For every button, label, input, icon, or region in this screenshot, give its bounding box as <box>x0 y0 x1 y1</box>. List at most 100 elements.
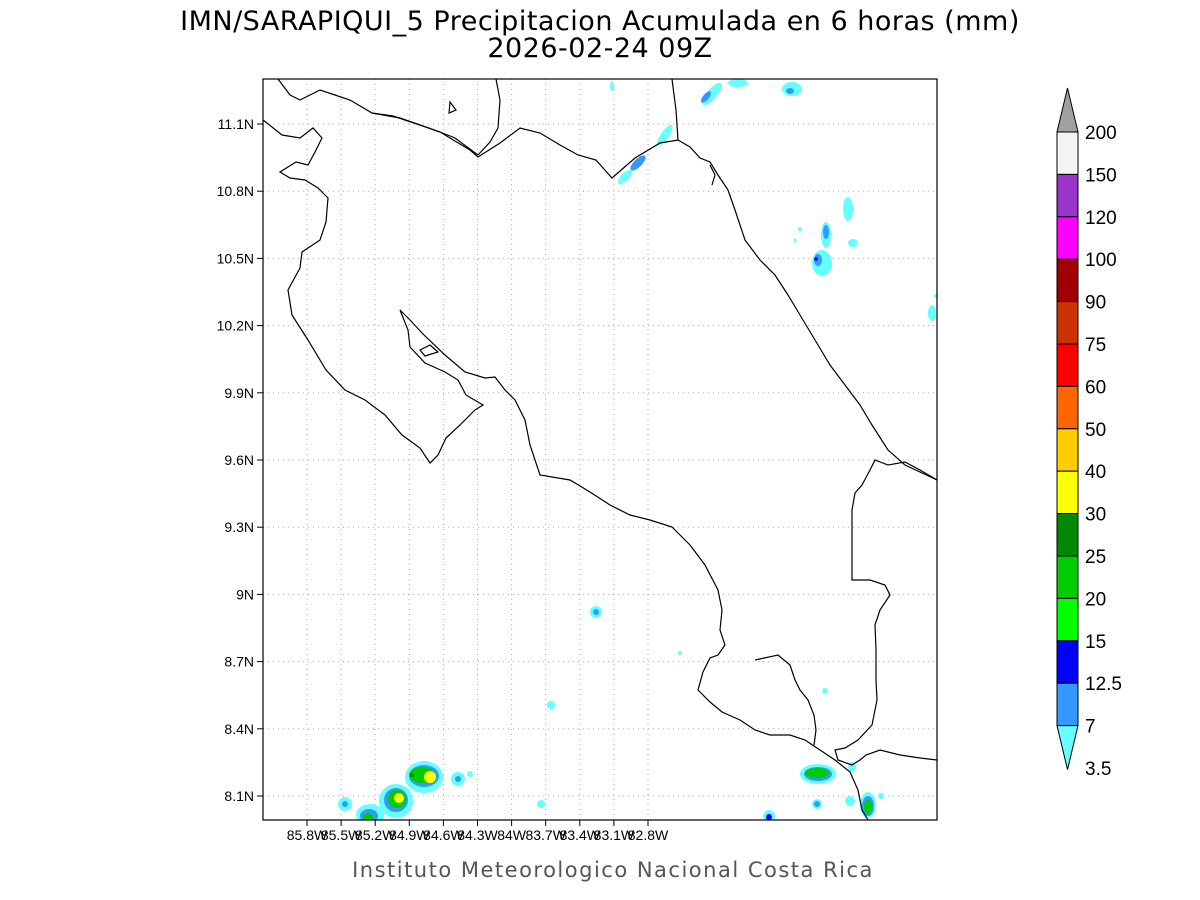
precip-patch <box>822 688 828 694</box>
plot-frame <box>262 78 938 821</box>
precip-patch <box>928 305 936 321</box>
legend-swatch <box>1056 597 1079 642</box>
precip-patch <box>547 701 555 709</box>
legend-swatch <box>1056 301 1079 345</box>
precip-patch <box>537 800 545 808</box>
coastlines-and-borders <box>263 79 937 820</box>
x-tick-label: 85.2W <box>355 827 396 843</box>
legend-swatch <box>1056 173 1079 218</box>
x-tick-label: 84.6W <box>423 827 464 843</box>
precip-patch <box>878 793 884 799</box>
y-tick-label: 10.5N <box>217 250 254 266</box>
precip-patch <box>455 776 461 782</box>
precip-patch <box>845 796 855 806</box>
precip-patch <box>467 771 473 777</box>
legend-label: 20 <box>1085 589 1106 610</box>
precip-patch <box>864 800 872 814</box>
y-tick-label: 8.7N <box>224 654 254 670</box>
precip-patch <box>342 801 348 807</box>
legend-label: 200 <box>1085 123 1117 144</box>
precip-patch <box>678 651 682 655</box>
legend-label: 7 <box>1085 717 1096 738</box>
legend-swatch <box>1056 555 1079 599</box>
map-title: IMN/SARAPIQUI_5 Precipitacion Acumulada … <box>180 6 1020 37</box>
legend-swatch <box>1056 385 1079 430</box>
precip-patch <box>593 609 599 615</box>
legend-swatch <box>1056 682 1079 727</box>
legend-label: 25 <box>1085 547 1106 568</box>
plot-background <box>263 79 937 820</box>
y-tick-label: 9.9N <box>224 385 254 401</box>
precip-patch <box>786 88 794 94</box>
legend-label: 90 <box>1085 293 1106 314</box>
precip-patch <box>394 793 404 803</box>
legend-label: 3.5 <box>1085 759 1111 780</box>
legend-label: 60 <box>1085 377 1106 398</box>
x-tick-label: 84.9W <box>389 827 430 843</box>
precipitation-color-legend: 200 150 120 100 90 75 60 50 40 30 25 20 15 12.5 7 3.5 <box>1056 87 1122 780</box>
x-tick-label: 85.8W <box>287 827 328 843</box>
x-tick-label: 83.1W <box>594 827 635 843</box>
y-tick-label: 8.1N <box>224 788 254 804</box>
legend-label: 12.5 <box>1085 674 1122 695</box>
precip-patch <box>798 227 802 231</box>
legend-swatch <box>1056 640 1079 684</box>
x-tick-label: 84W <box>497 827 527 843</box>
nicaragua-costa-rica-border <box>371 112 729 191</box>
precip-patch <box>814 254 822 266</box>
precip-patch <box>766 814 772 820</box>
y-tick-label: 8.4N <box>224 721 254 737</box>
y-tick-label: 10.2N <box>217 318 254 334</box>
legend-swatch <box>1056 343 1079 387</box>
precip-patch <box>618 170 632 184</box>
precip-patch <box>610 81 614 91</box>
precip-patch <box>700 91 712 103</box>
legend-swatch <box>1056 258 1079 303</box>
gulf-islet <box>419 344 440 357</box>
x-tick-label: 84.3W <box>457 827 498 843</box>
x-tick-label: 82.8W <box>628 827 669 843</box>
legend-swatch <box>1056 513 1079 557</box>
legend-label: 50 <box>1085 420 1106 441</box>
precip-patch <box>424 771 436 783</box>
caribbean-inlet <box>709 164 716 186</box>
precip-patch <box>843 197 853 221</box>
caribbean-coast <box>671 79 937 481</box>
legend-swatch <box>1056 428 1079 472</box>
panama-border <box>834 459 937 766</box>
legend-label: 100 <box>1085 250 1117 271</box>
precip-patch <box>814 801 820 807</box>
legend-label: 120 <box>1085 208 1117 229</box>
institution-credit: Instituto Meteorologico Nacional Costa R… <box>352 858 874 882</box>
precip-patch <box>823 225 829 239</box>
legend-label: 40 <box>1085 462 1106 483</box>
precipitation-shading <box>338 79 937 820</box>
legend-swatch <box>1056 470 1079 515</box>
y-axis-latitude: 11.1N 10.8N 10.5N 10.2N 9.9N 9.6N 9.3N 9N 8.7N 8.… <box>217 116 263 804</box>
lake-islet <box>448 100 457 114</box>
precip-patch <box>814 257 818 261</box>
legend-label: 15 <box>1085 632 1106 653</box>
precip-patch <box>805 768 829 778</box>
x-tick-label: 85.5W <box>321 827 362 843</box>
x-tick-label: 83.7W <box>525 827 566 843</box>
grid-lines <box>263 79 937 820</box>
precip-patch <box>410 773 414 777</box>
y-tick-label: 9N <box>236 586 254 602</box>
osa-peninsula-coast <box>754 654 817 746</box>
precip-patch <box>793 238 797 242</box>
precip-patch <box>657 124 673 146</box>
precip-patch <box>630 155 646 171</box>
map-subtitle-datetime: 2026-02-24 09Z <box>487 33 712 64</box>
x-tick-label: 83.4W <box>560 827 601 843</box>
legend-label: 75 <box>1085 335 1106 356</box>
legend-arrow-bottom <box>1056 725 1079 770</box>
precip-patch <box>934 294 937 298</box>
legend-swatch <box>1056 131 1079 175</box>
precip-patch <box>363 813 373 820</box>
legend-arrow-top <box>1056 87 1079 133</box>
y-tick-label: 9.3N <box>224 519 254 535</box>
legend-swatch <box>1056 216 1079 260</box>
